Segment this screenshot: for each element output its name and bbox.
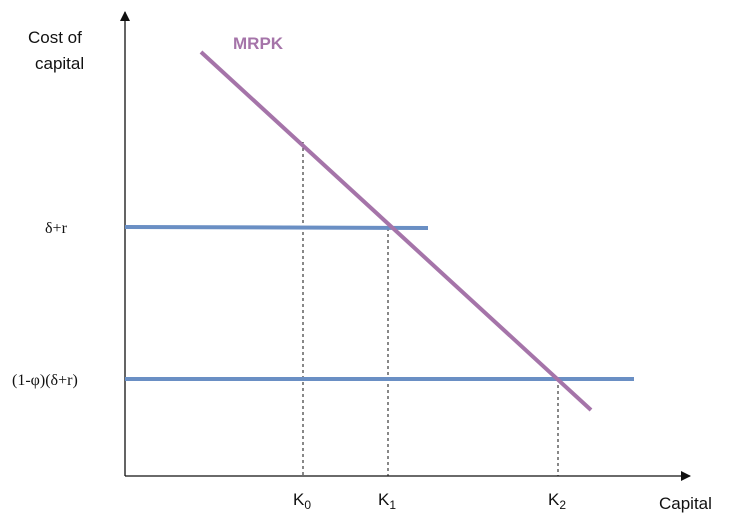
low-cost-label: (1-φ)(δ+r): [12, 372, 78, 389]
y-axis-label-line2: capital: [35, 54, 84, 73]
k2-label: K2: [548, 490, 566, 512]
mrpk-label: MRPK: [233, 34, 284, 53]
high-cost-line: [124, 225, 429, 230]
high-cost-label: δ+r: [45, 220, 68, 237]
y-axis-label-line1: Cost of: [28, 28, 82, 47]
k1-label: K1: [378, 490, 396, 512]
k0-label: K0: [293, 490, 311, 512]
x-axis-label: Capital: [659, 494, 712, 513]
mrpk-curve: [199, 50, 593, 412]
